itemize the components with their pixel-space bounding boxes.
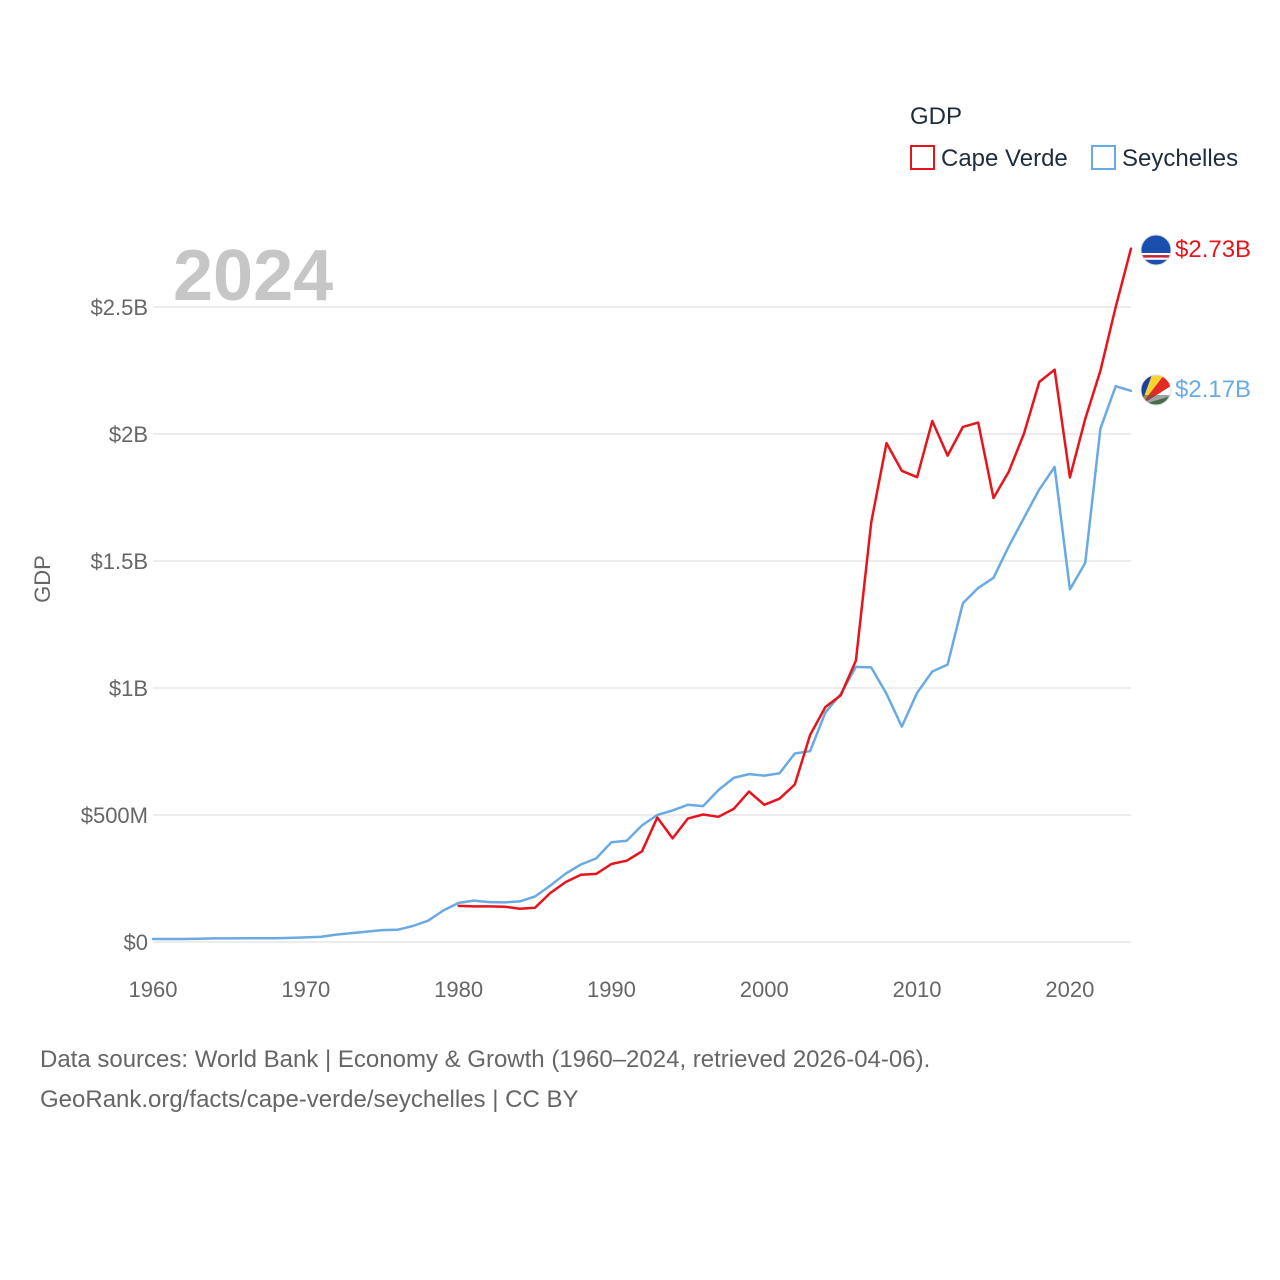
x-tick-label: 2020 xyxy=(1045,977,1094,1002)
footer-link[interactable]: GeoRank.org/facts/cape-verde/seychelles … xyxy=(40,1086,579,1113)
legend-swatch-seychelles xyxy=(1091,145,1116,170)
x-tick-label: 1990 xyxy=(587,977,636,1002)
legend-item-seychelles[interactable]: Seychelles xyxy=(1091,145,1238,172)
y-tick-label: $0 xyxy=(124,930,148,955)
cape-verde-flag-icon xyxy=(1140,234,1172,266)
x-axis-ticks: 1960 1970 1980 1990 2000 2010 2020 xyxy=(129,977,1095,1002)
gridlines xyxy=(153,306,1131,943)
legend[interactable]: GDP Cape Verde Seychelles xyxy=(910,103,1238,172)
footer-source: Data sources: World Bank | Economy & Gro… xyxy=(40,1046,931,1073)
x-tick-label: 2000 xyxy=(740,977,789,1002)
series-line-cape-verde[interactable] xyxy=(457,247,1133,910)
series-lines xyxy=(151,247,1133,941)
footer: Data sources: World Bank | Economy & Gro… xyxy=(40,1040,1240,1120)
y-tick-label: $500M xyxy=(81,803,148,828)
legend-label-seychelles: Seychelles xyxy=(1122,145,1238,172)
end-label-seychelles: $2.17B xyxy=(1175,376,1251,403)
legend-label-cape-verde: Cape Verde xyxy=(941,145,1068,172)
y-tick-label: $2B xyxy=(109,422,148,447)
x-tick-label: 1960 xyxy=(129,977,178,1002)
seychelles-flag-icon xyxy=(1140,374,1172,406)
year-label: 2024 xyxy=(173,236,333,316)
series-line-seychelles[interactable] xyxy=(151,384,1133,941)
y-axis-ticks: $0 $500M $1B $1.5B $2B $2.5B xyxy=(81,295,148,955)
y-axis-label: GDP xyxy=(30,555,55,603)
end-label-cape-verde: $2.73B xyxy=(1175,236,1251,263)
legend-swatch-cape-verde xyxy=(910,145,935,170)
legend-title: GDP xyxy=(910,103,962,130)
legend-item-cape-verde[interactable]: Cape Verde xyxy=(910,145,1068,172)
y-tick-label: $1.5B xyxy=(91,549,149,574)
y-tick-label: $1B xyxy=(109,676,148,701)
x-tick-label: 1980 xyxy=(434,977,483,1002)
x-tick-label: 2010 xyxy=(893,977,942,1002)
y-tick-label: $2.5B xyxy=(91,295,149,320)
x-tick-label: 1970 xyxy=(281,977,330,1002)
